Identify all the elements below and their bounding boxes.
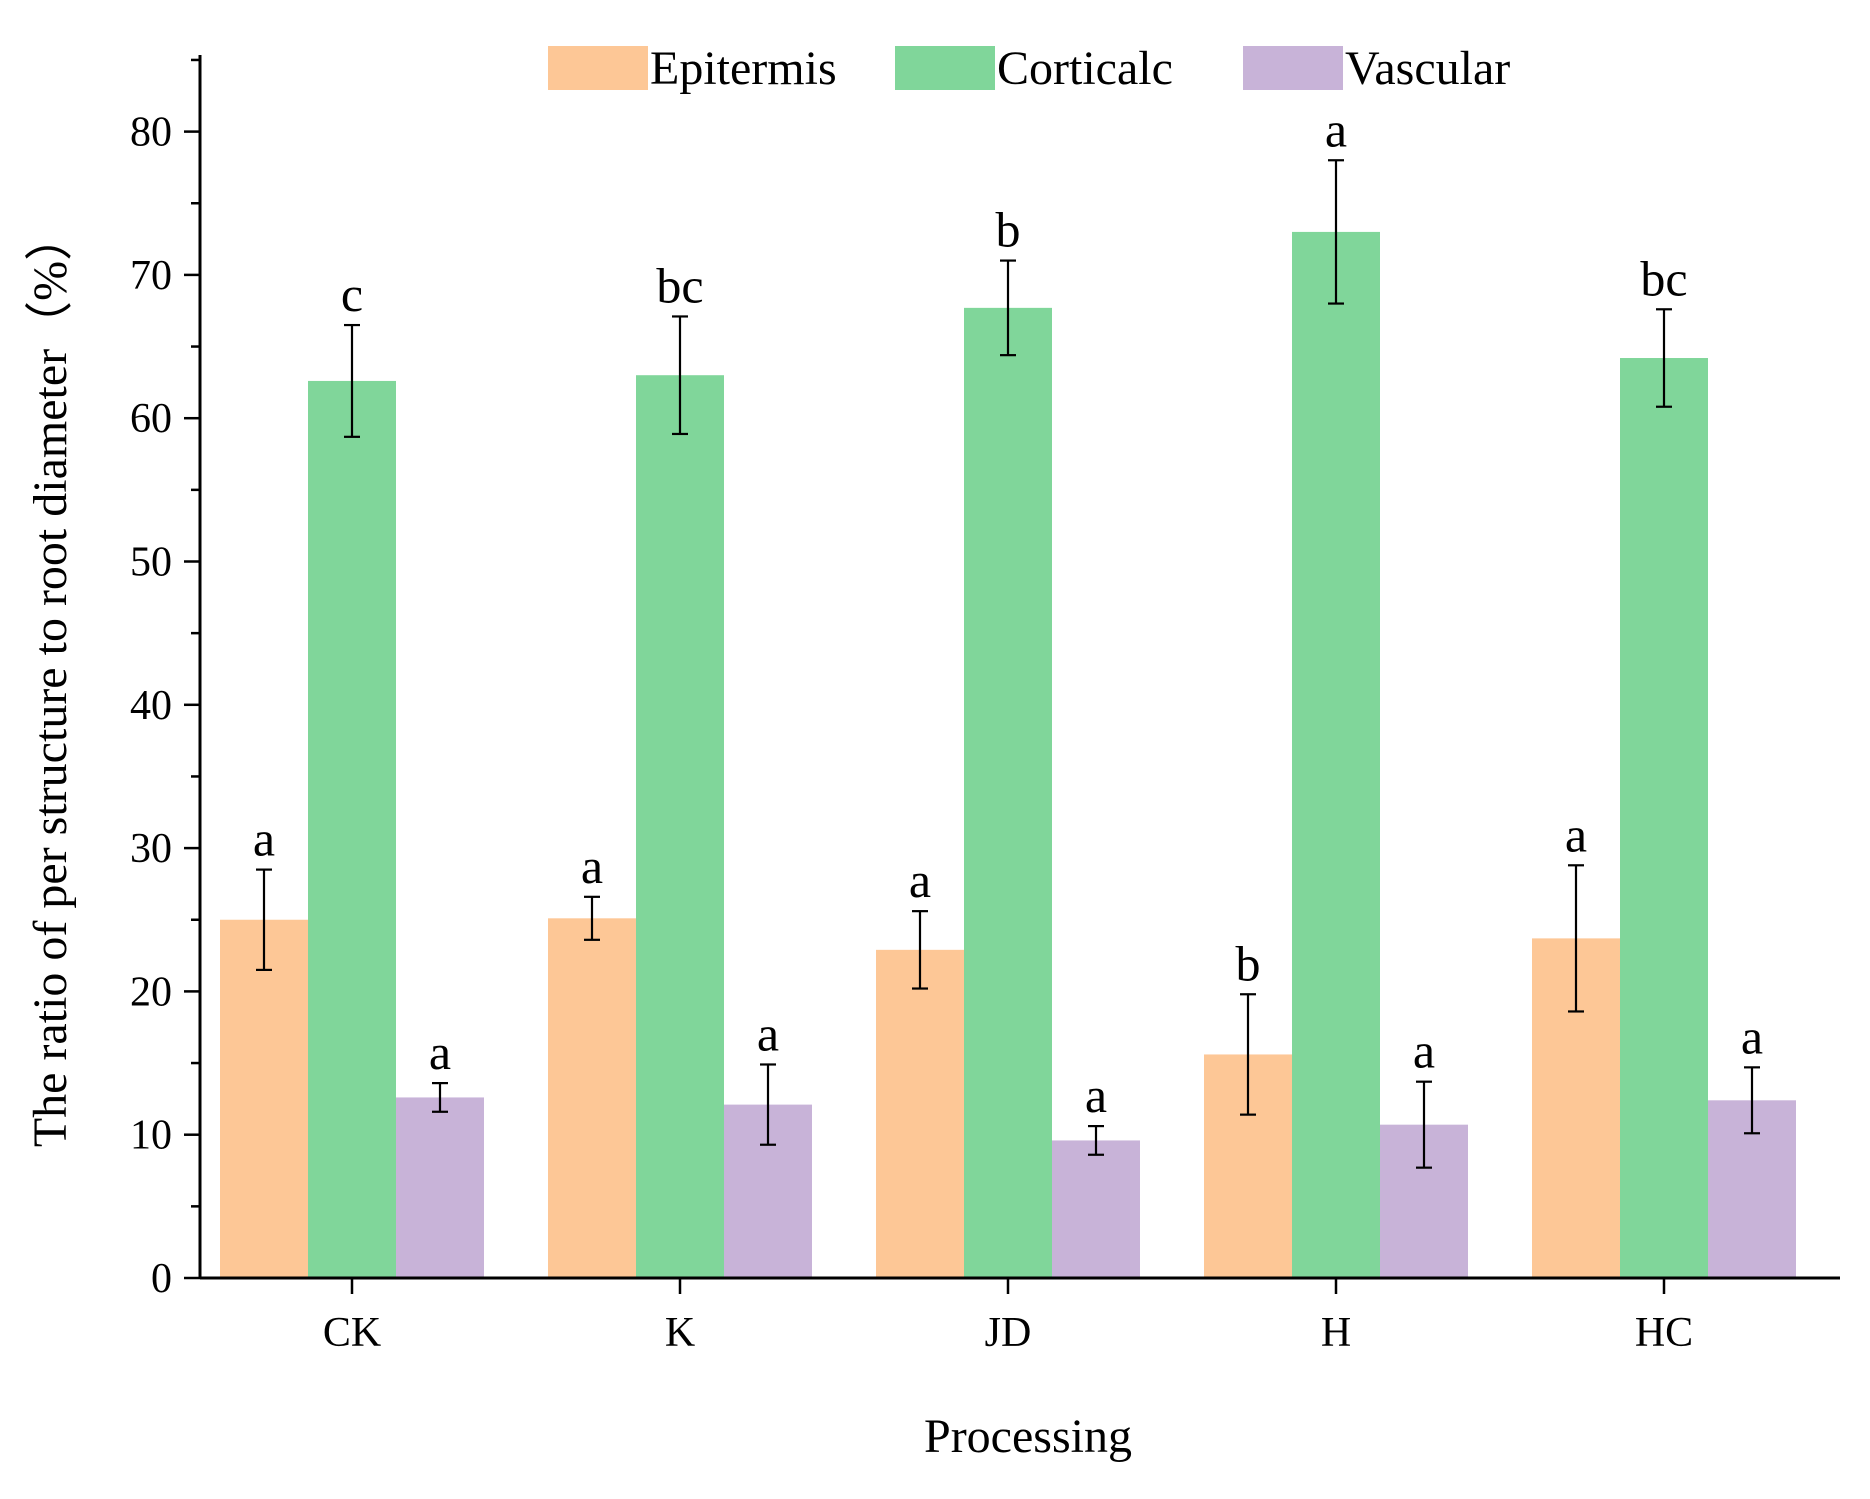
significance-label: bc	[1640, 250, 1687, 306]
bar-vascular-jd	[1052, 1140, 1140, 1278]
y-tick-label: 70	[130, 253, 172, 299]
x-tick-label: CK	[323, 1310, 381, 1356]
bar-corticalc-ck	[308, 380, 396, 1278]
error-bars-group	[256, 159, 1760, 1169]
bar-corticalc-hc	[1620, 358, 1708, 1278]
legend-label-epitermis: Epitermis	[650, 42, 837, 95]
x-tick-label: HC	[1635, 1310, 1693, 1356]
y-tick-label: 50	[130, 540, 172, 586]
bar-epitermis-k	[548, 918, 636, 1278]
x-tick-label: K	[665, 1310, 695, 1356]
significance-label: c	[341, 266, 363, 322]
y-tick-label: 40	[130, 683, 172, 729]
y-tick-label: 0	[151, 1256, 172, 1302]
significance-label: a	[1565, 806, 1587, 862]
bar-corticalc-h	[1292, 231, 1380, 1278]
bars-group	[220, 231, 1796, 1279]
legend-label-vascular: Vascular	[1345, 42, 1510, 95]
bar-epitermis-jd	[876, 949, 964, 1278]
y-tick-label: 60	[130, 396, 172, 442]
legend-swatch-corticalc	[895, 46, 995, 90]
axes-group: 0 10 20 30 40 50 60 70 80 CK K JD H HC	[130, 55, 1840, 1356]
significance-label: a	[757, 1005, 779, 1061]
significance-label: a	[1413, 1023, 1435, 1079]
significance-label: a	[581, 838, 603, 894]
bar-corticalc-jd	[964, 307, 1052, 1278]
significance-label: a	[1741, 1008, 1763, 1064]
y-tick-label: 80	[130, 110, 172, 156]
significance-label: a	[253, 811, 275, 867]
significance-label: a	[909, 852, 931, 908]
bar-epitermis-ck	[220, 919, 308, 1278]
legend-swatch-epitermis	[548, 46, 648, 90]
bar-corticalc-k	[636, 375, 724, 1279]
legend-label-corticalc: Corticalc	[997, 42, 1173, 95]
y-tick-label: 10	[130, 1113, 172, 1159]
bar-vascular-ck	[396, 1097, 484, 1278]
legend-swatch-vascular	[1243, 46, 1343, 90]
legend: Epitermis Corticalc Vascular	[548, 42, 1510, 95]
significance-label: a	[1085, 1067, 1107, 1123]
y-axis-title: The ratio of per structure to root diame…	[24, 213, 77, 1147]
x-tick-label: JD	[985, 1310, 1032, 1356]
significance-label: b	[996, 202, 1021, 258]
significance-label: b	[1236, 935, 1261, 991]
significance-label: a	[429, 1024, 451, 1080]
x-tick-label: H	[1321, 1310, 1351, 1356]
significance-labels-group: a c a a bc a a b a b a a a bc a	[253, 101, 1763, 1123]
y-tick-label: 20	[130, 969, 172, 1015]
y-tick-label: 30	[130, 826, 172, 872]
x-axis-title: Processing	[924, 1410, 1132, 1463]
significance-label: bc	[656, 257, 703, 313]
significance-label: a	[1325, 101, 1347, 157]
